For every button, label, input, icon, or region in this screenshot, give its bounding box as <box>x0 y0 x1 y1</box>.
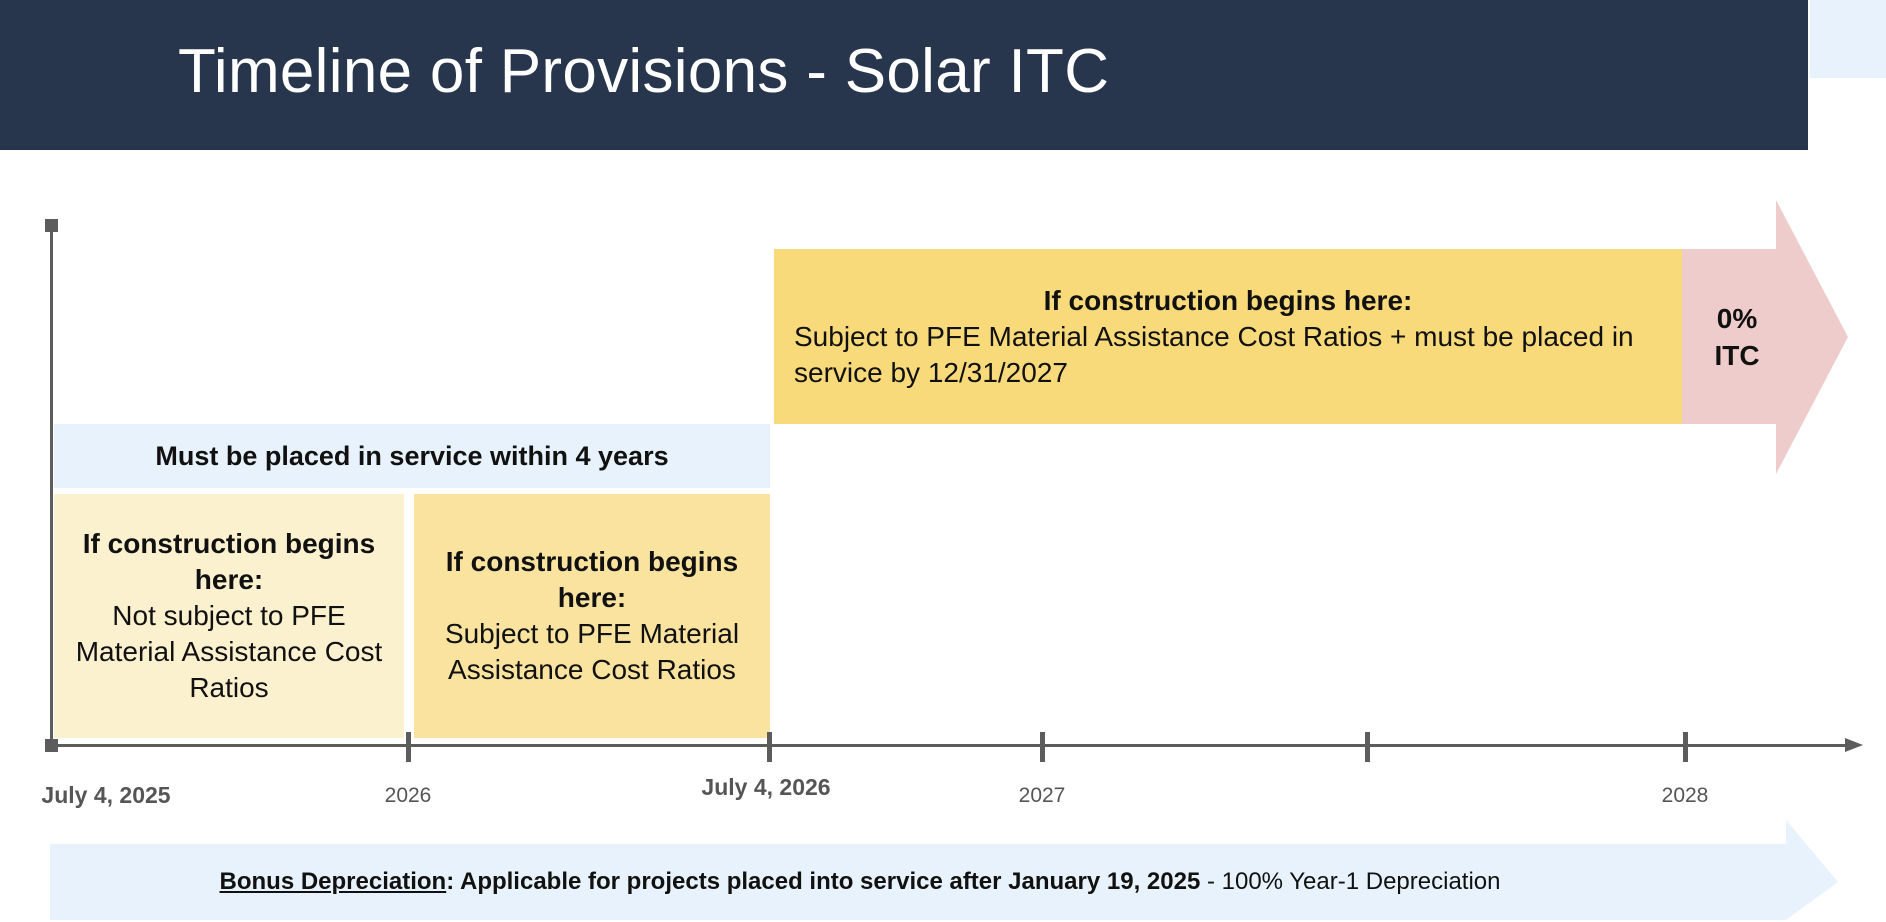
bonus-depreciation-arrow <box>50 820 1838 920</box>
bonus-arrow-shape <box>50 820 1838 920</box>
bonus-depreciation-condition: : Applicable for projects placed into se… <box>446 868 1201 895</box>
construction-box-before-july-2025: If construction begins here: Not subject… <box>54 494 404 738</box>
construction-box-after-july-2026: If construction begins here: Subject to … <box>774 249 1682 424</box>
bonus-depreciation-amount: - 100% Year-1 Depreciation <box>1200 868 1501 895</box>
tick-label-july-4-2025: July 4, 2025 <box>41 782 171 808</box>
vertical-axis-cap <box>45 219 58 232</box>
service-within-4-years-band: Must be placed in service within 4 years <box>54 424 770 488</box>
construction-box-2026: If construction begins here: Subject to … <box>414 494 770 738</box>
service-band-label: Must be placed in service within 4 years <box>155 440 669 471</box>
zero-itc-percent: 0% <box>1716 303 1758 334</box>
zero-itc-text: ITC <box>1714 340 1760 371</box>
box-body: Subject to PFE Material Assistance Cost … <box>444 618 740 685</box>
box-heading: If construction begins here: <box>1043 284 1413 316</box>
tick-label-2027: 2027 <box>1018 784 1066 807</box>
timeline-origin <box>45 739 58 752</box>
tick-label-july-4-2026: July 4, 2026 <box>701 774 831 800</box>
bonus-depreciation-text: Bonus Depreciation: Applicable for proje… <box>50 868 1670 896</box>
timeline-axis <box>50 744 1850 747</box>
box-body: Not subject to PFE Material Assistance C… <box>75 600 383 703</box>
zero-itc-label: 0% ITC <box>1682 300 1792 374</box>
timeline-tick <box>1683 732 1688 762</box>
tick-label-2026: 2026 <box>384 784 432 807</box>
box-body: Subject to PFE Material Assistance Cost … <box>794 320 1634 388</box>
timeline-tick <box>767 732 772 762</box>
timeline-tick <box>406 732 411 762</box>
timeline-arrowhead <box>1845 738 1863 752</box>
tick-label-2028: 2028 <box>1661 784 1709 807</box>
vertical-axis <box>50 224 53 746</box>
zero-itc-arrow <box>1682 200 1848 474</box>
timeline-tick <box>1040 732 1045 762</box>
box-heading: If construction begins here: <box>445 546 739 613</box>
bonus-depreciation-term: Bonus Depreciation <box>219 868 447 895</box>
zero-itc-arrow-shape <box>1682 200 1848 474</box>
page-title: Timeline of Provisions - Solar ITC <box>178 37 1110 106</box>
box-heading: If construction begins here: <box>82 528 376 595</box>
corner-accent <box>1810 0 1886 78</box>
header-bar <box>0 0 1808 150</box>
timeline-tick <box>1365 732 1370 762</box>
